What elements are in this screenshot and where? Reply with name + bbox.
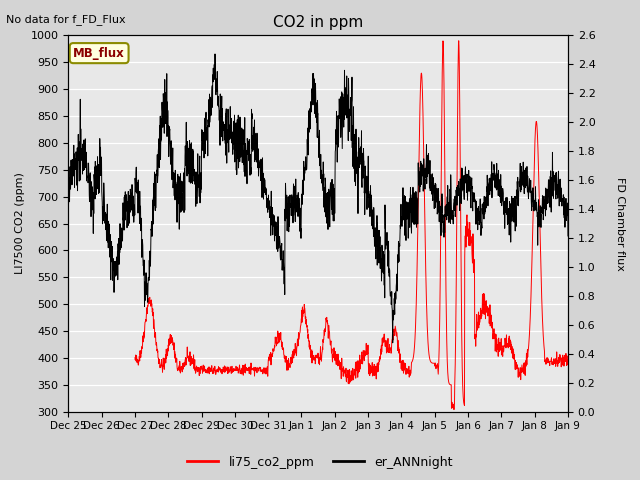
Title: CO2 in ppm: CO2 in ppm <box>273 15 364 30</box>
Text: MB_flux: MB_flux <box>73 47 125 60</box>
Y-axis label: FD Chamber flux: FD Chamber flux <box>615 177 625 270</box>
Y-axis label: LI7500 CO2 (ppm): LI7500 CO2 (ppm) <box>15 173 25 275</box>
Text: No data for f_FD_Flux: No data for f_FD_Flux <box>6 14 126 25</box>
Legend: li75_co2_ppm, er_ANNnight: li75_co2_ppm, er_ANNnight <box>182 451 458 474</box>
